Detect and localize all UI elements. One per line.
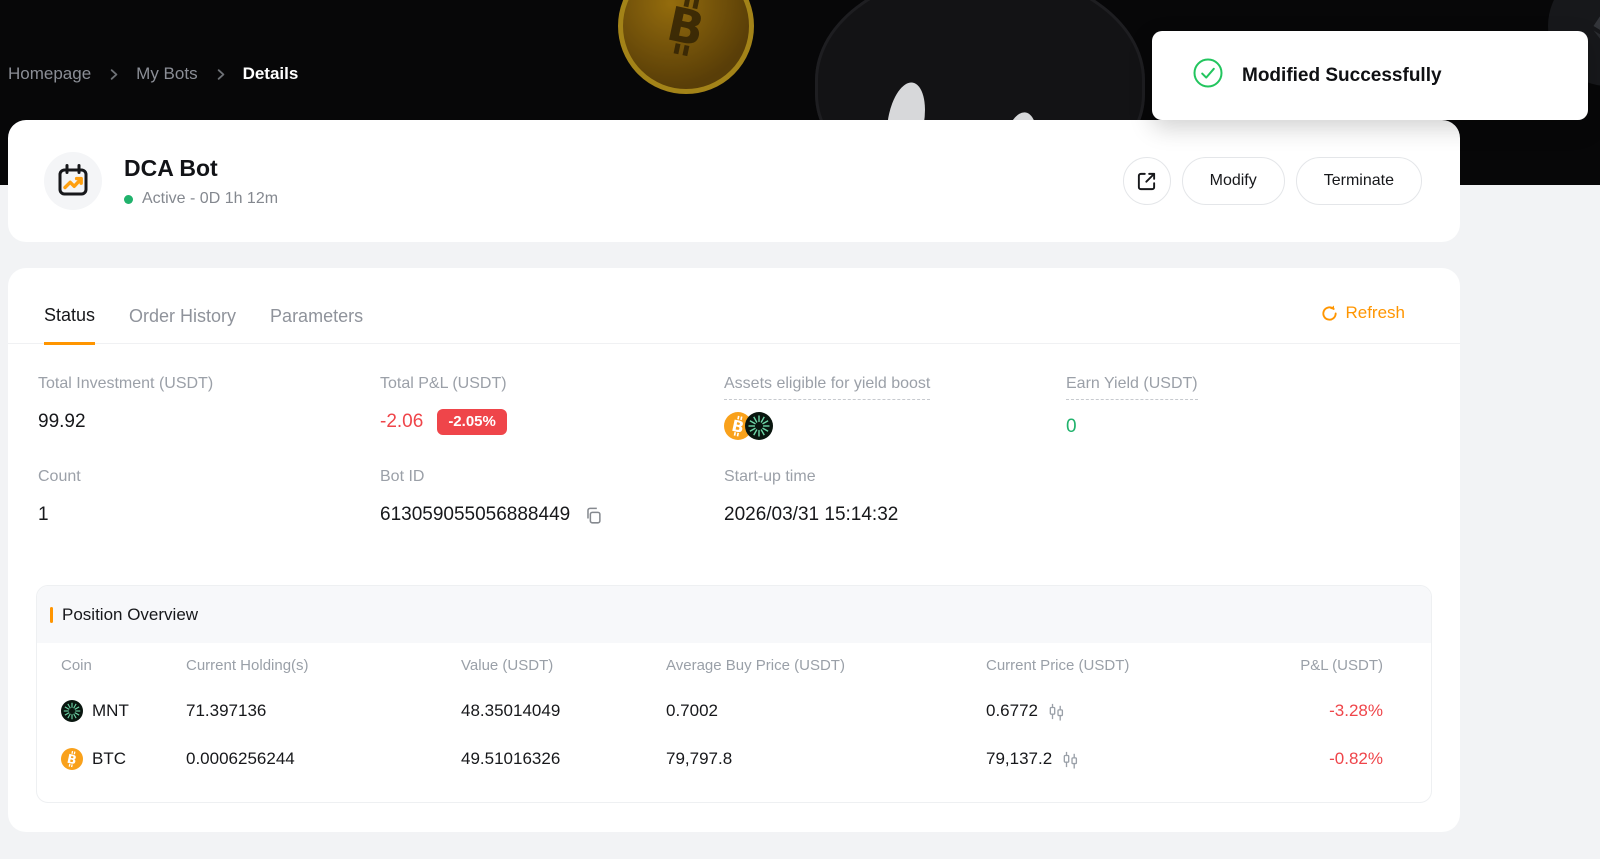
breadcrumb: Homepage My Bots Details [8,64,298,84]
refresh-button[interactable]: Refresh [1320,303,1405,323]
mnt-coin-icon [61,700,83,722]
stat-value: 2026/03/31 15:14:32 [724,504,899,525]
stat-total-pnl: Total P&L (USDT) -2.06 -2.05% [380,373,507,435]
tab-parameters[interactable]: Parameters [270,306,364,326]
col-coin: Coin [61,656,92,674]
bot-status-text: Active - 0D 1h 12m [142,190,279,207]
position-overview-header: Position Overview [37,586,1431,643]
coin-ticker: MNT [92,701,129,720]
breadcrumb-details: Details [242,64,299,83]
stat-value: 99.92 [38,411,86,432]
terminate-button[interactable]: Terminate [1295,157,1422,205]
btc-coin-illustration: B [618,0,754,94]
table-row: B BTC 0.0006256244 49.51016326 79,797.8 … [37,735,1431,783]
copy-icon[interactable] [584,506,603,525]
svg-text:B: B [66,752,78,768]
bot-header-card: DCA Bot Active - 0D 1h 12m Modify Termin… [8,120,1460,242]
stat-label: Total Investment (USDT) [38,375,214,392]
stat-yield-boost: Assets eligible for yield boost B [724,373,931,440]
pnl-cell: -0.82% [1329,749,1383,768]
pnl-percent-badge: -2.05% [437,409,507,435]
tab-bar: Status Order History Parameters Refresh [8,268,1460,345]
calendar-trend-icon [58,164,88,196]
pnl-cell: -3.28% [1329,701,1383,720]
tab-status[interactable]: Status [44,305,96,345]
stat-value: -2.06 [380,411,424,432]
svg-text:B: B [730,416,746,437]
table-row: MNT 71.397136 48.35014049 0.7002 0.6772 … [37,687,1431,735]
stat-label-tooltip[interactable]: Assets eligible for yield boost [724,373,931,400]
current-price-cell: 79,137.2 [986,749,1053,768]
table-header-row: Coin Current Holding(s) Value (USDT) Ave… [37,643,1431,687]
mnt-coin-icon [745,412,773,440]
external-link-icon [1138,172,1156,190]
bot-avatar [44,152,102,210]
position-overview-section: Position Overview Coin Current Holding(s… [36,585,1432,803]
eth-glyph-icon [1593,16,1600,39]
active-status-dot [124,194,133,204]
tab-order-history[interactable]: Order History [129,306,237,326]
toast-notification: Modified Successfully [1152,31,1588,120]
candlestick-chart-icon[interactable] [1047,702,1066,721]
btc-glyph-icon: B [662,0,709,58]
refresh-icon [1322,305,1338,321]
breadcrumb-homepage[interactable]: Homepage [8,64,92,83]
stat-label: Bot ID [380,468,425,485]
avg-buy-price-cell: 79,797.8 [666,749,733,768]
stat-label: Start-up time [724,468,816,485]
stat-value: 1 [38,504,49,525]
value-cell: 48.35014049 [461,701,561,720]
position-overview-title: Position Overview [62,604,199,624]
holding-cell: 0.0006256244 [186,749,295,768]
candlestick-chart-icon[interactable] [1061,750,1080,769]
accent-bar [50,606,53,623]
modify-button[interactable]: Modify [1181,157,1285,205]
bot-title: DCA Bot [124,155,218,181]
bot-details-card: Status Order History Parameters Refresh … [8,268,1460,832]
col-holding: Current Holding(s) [186,656,309,674]
stat-startup-time: Start-up time 2026/03/31 15:14:32 [724,466,898,528]
holding-cell: 71.397136 [186,701,267,720]
bot-id-value: 613059055056888449 [380,504,571,525]
stat-value: 0 [1066,416,1077,437]
breadcrumb-my-bots[interactable]: My Bots [136,64,198,83]
chevron-right-icon [214,68,227,81]
share-button[interactable] [1122,157,1171,205]
btc-coin-icon: B [61,748,83,770]
stat-label-tooltip[interactable]: Earn Yield (USDT) [1066,373,1198,400]
stat-earn-yield: Earn Yield (USDT) 0 [1066,373,1198,440]
col-current-price: Current Price (USDT) [986,656,1130,674]
stat-label: Total P&L (USDT) [380,375,507,392]
stat-total-investment: Total Investment (USDT) 99.92 [38,373,213,435]
value-cell: 49.51016326 [461,749,561,768]
col-avg-buy-price: Average Buy Price (USDT) [666,656,845,674]
chevron-right-icon [107,68,120,81]
current-price-cell: 0.6772 [986,701,1038,720]
stat-bot-id: Bot ID 613059055056888449 [380,466,603,528]
avg-buy-price-cell: 0.7002 [666,701,718,720]
refresh-label: Refresh [1345,303,1405,322]
coin-ticker: BTC [92,749,126,768]
toast-message: Modified Successfully [1242,64,1442,86]
col-value: Value (USDT) [461,656,554,674]
stat-label: Count [38,468,81,485]
check-circle-icon [1192,57,1224,94]
col-pnl: P&L (USDT) [1300,656,1383,674]
stat-count: Count 1 [38,466,81,528]
